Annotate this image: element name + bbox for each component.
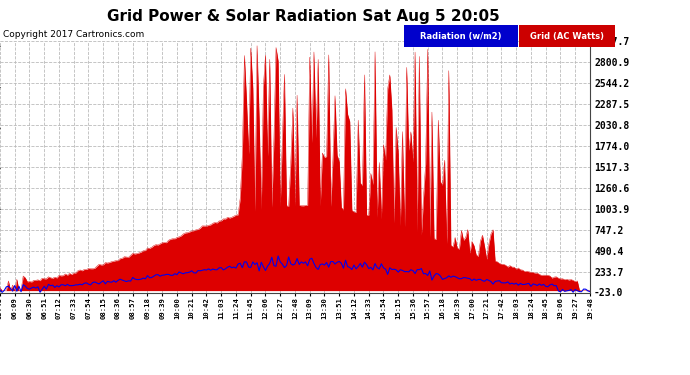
- Text: Radiation (w/m2): Radiation (w/m2): [420, 32, 502, 40]
- Text: Grid (AC Watts): Grid (AC Watts): [530, 32, 604, 40]
- Text: Copyright 2017 Cartronics.com: Copyright 2017 Cartronics.com: [3, 30, 145, 39]
- Text: Grid Power & Solar Radiation Sat Aug 5 20:05: Grid Power & Solar Radiation Sat Aug 5 2…: [107, 9, 500, 24]
